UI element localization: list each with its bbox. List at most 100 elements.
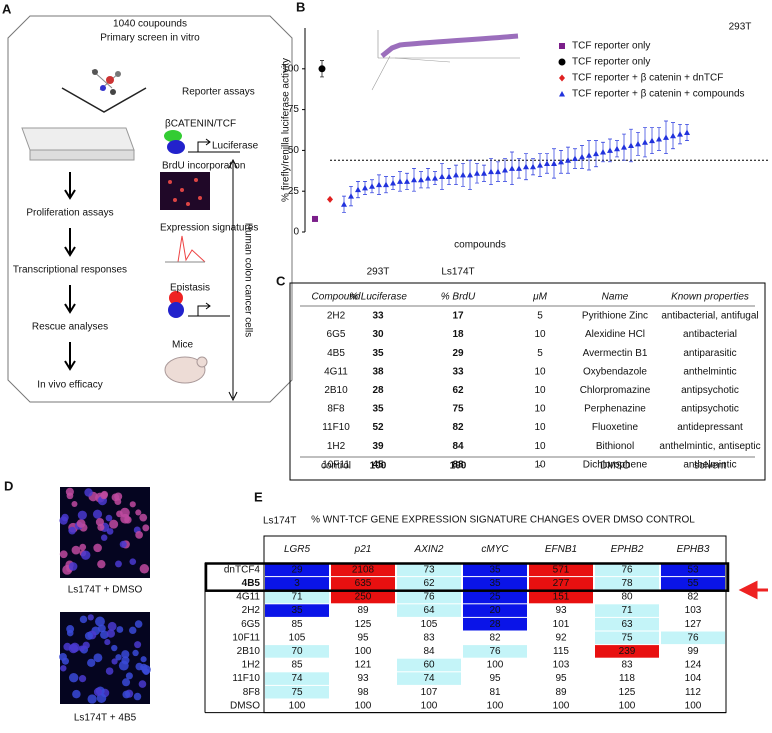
point: [348, 193, 354, 199]
table-cell: 35: [372, 348, 384, 359]
table-cell: 29: [291, 564, 303, 575]
cell-shade: [529, 577, 593, 590]
panel-label: D: [4, 478, 13, 493]
cell-shade: [265, 685, 329, 699]
table-cell: DMSO: [600, 461, 630, 472]
cell-shade: [397, 563, 461, 577]
point: [677, 131, 683, 137]
step-label: Rescue analyses: [32, 322, 108, 333]
cell-line: 293T: [367, 267, 390, 278]
flow-arrow: [64, 285, 76, 314]
point: [369, 183, 375, 189]
plate: [21, 127, 135, 161]
cell-shade: [661, 577, 725, 590]
table-cell: 115: [553, 646, 569, 657]
table-cell: 28: [372, 385, 384, 396]
column-header: EPHB2: [611, 544, 644, 555]
table-cell: 635: [355, 578, 372, 589]
cell-nucleus: [97, 559, 106, 569]
cell-shade: [265, 563, 329, 577]
table-cell: 93: [357, 673, 369, 684]
table-cell: 83: [621, 660, 633, 671]
table-cell: 98: [357, 687, 369, 698]
table-cell: 84: [423, 646, 435, 657]
cell-shade: [265, 645, 329, 658]
point: [318, 65, 326, 73]
cell-line: Ls174T: [263, 516, 296, 527]
cell-nucleus: [121, 656, 130, 665]
table-cell: antipsychotic: [681, 385, 739, 396]
icon-label: BrdU incorporation: [162, 161, 245, 172]
table-cell: 104: [685, 673, 702, 684]
legend-label: TCF reporter only: [572, 57, 650, 68]
cell-nucleus: [59, 550, 68, 559]
cell-shade: [595, 577, 659, 590]
screen-title: Primary screen in vitro: [100, 33, 200, 44]
table-cell: 81: [489, 687, 501, 698]
cell-nucleus: [66, 629, 74, 637]
table-cell: 80: [621, 592, 633, 603]
cell-nucleus: [116, 626, 124, 633]
table-cell: 100: [685, 700, 702, 711]
row-label: 8F8: [243, 687, 261, 698]
table-cell: 71: [621, 605, 633, 616]
cell-nucleus: [111, 644, 118, 652]
flow-arrow: [64, 172, 76, 200]
point: [628, 142, 634, 149]
row-label: 4B5: [242, 578, 261, 589]
point: [537, 162, 543, 168]
cell-nucleus: [120, 513, 130, 524]
table-cell: 10: [534, 385, 546, 396]
step-label: Transcriptional responses: [13, 265, 127, 276]
side-label: Human colon cancer cells: [242, 223, 253, 338]
row-label: 10F11: [232, 632, 260, 643]
row-label: 4G11: [236, 592, 260, 603]
cell-nucleus: [70, 642, 80, 653]
cell-nucleus: [115, 654, 122, 661]
y-axis-label: % firefly/renilla luciferase activity: [281, 58, 292, 202]
cell-nucleus: [122, 678, 131, 687]
point: [467, 171, 473, 178]
y-tick-label: 25: [288, 186, 300, 197]
table-cell: 100: [487, 700, 504, 711]
cell-nucleus: [79, 543, 87, 551]
cell-nucleus: [68, 672, 79, 683]
point: [579, 153, 585, 160]
row-label: 11F10: [232, 673, 260, 684]
cell-nucleus: [135, 531, 143, 539]
table-cell: 38: [372, 366, 384, 377]
table-cell: 101: [553, 619, 570, 630]
cell-shade: [463, 645, 527, 658]
cell-nucleus: [95, 517, 105, 527]
point: [635, 140, 641, 147]
table-cell: 151: [553, 592, 570, 603]
table-cell: antipsychotic: [681, 404, 739, 415]
x-axis-label: compounds: [454, 240, 506, 251]
signature-icon: [165, 235, 206, 263]
point: [558, 158, 564, 165]
table-cell: 84: [452, 441, 464, 452]
legend-marker: [558, 58, 566, 66]
cell-nucleus: [140, 656, 147, 663]
table-cell: anthelmintic, antiseptic: [659, 441, 760, 452]
cell-nucleus: [125, 672, 133, 680]
cell-nucleus: [133, 692, 142, 701]
cell-nucleus: [134, 620, 143, 628]
cell-shade: [331, 563, 395, 577]
cell-shade: [463, 590, 527, 604]
construct-label: βCATENIN/TCF: [165, 119, 236, 130]
point: [670, 132, 676, 139]
cell-nucleus: [68, 526, 76, 535]
table-cell: 71: [291, 592, 303, 603]
table-cell: 277: [553, 578, 570, 589]
table-cell: Alexidine HCl: [585, 329, 645, 340]
table-cell: antiparasitic: [683, 348, 736, 359]
table-cell: 75: [452, 404, 464, 415]
table-cell: 3: [294, 578, 300, 589]
cell-nucleus: [80, 550, 91, 560]
point: [607, 147, 613, 153]
table-cell: 100: [421, 700, 438, 711]
table-cell: 103: [685, 605, 702, 616]
cell-nucleus: [100, 630, 109, 640]
point: [481, 170, 487, 176]
